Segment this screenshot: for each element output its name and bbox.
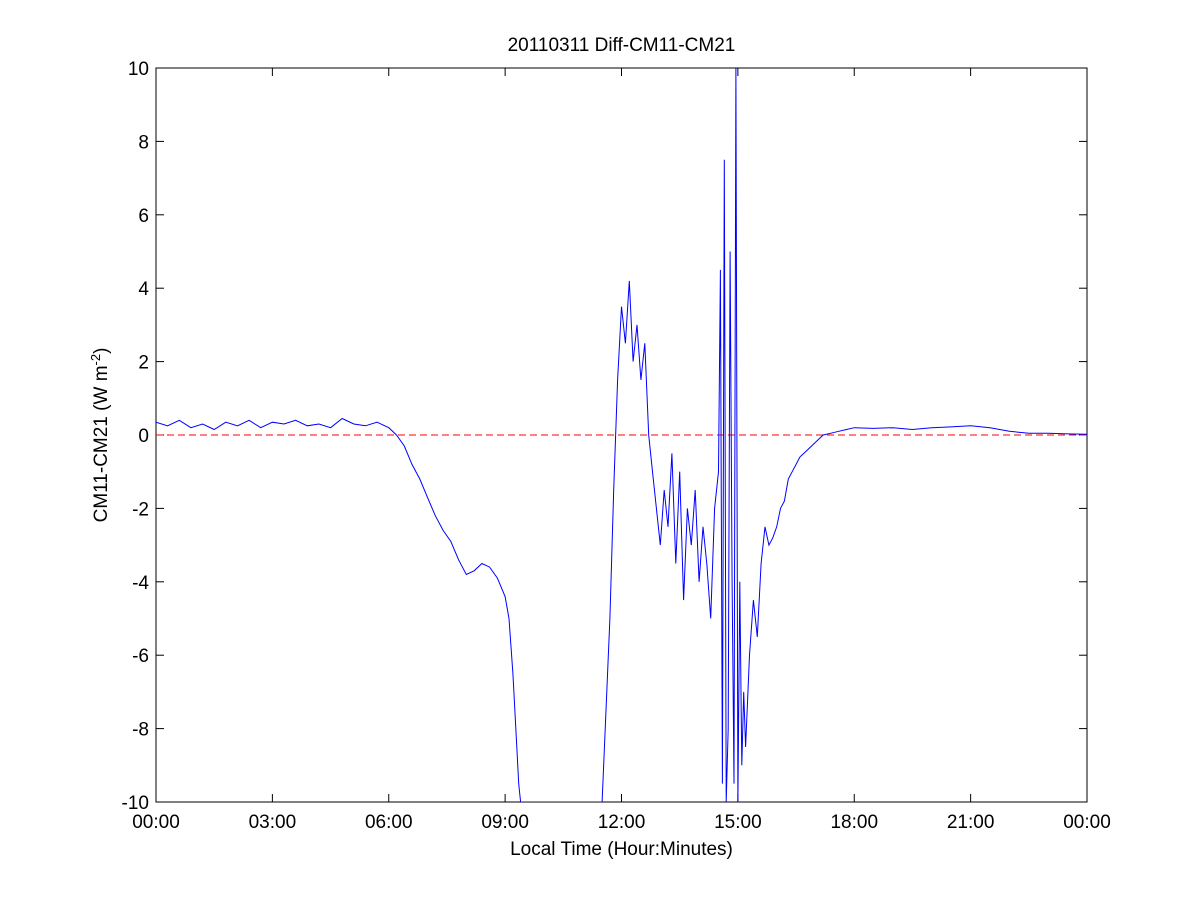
series-line bbox=[156, 68, 1087, 802]
x-tick-label: 03:00 bbox=[249, 812, 297, 833]
y-tick-label: 0 bbox=[138, 426, 149, 447]
x-tick-label: 18:00 bbox=[830, 812, 878, 833]
y-tick-label: 4 bbox=[138, 279, 149, 300]
y-tick-labels: -10 -8 -6 -4 -2 0 2 4 6 8 10 bbox=[122, 59, 150, 814]
x-tick-label: 21:00 bbox=[947, 812, 995, 833]
axis-ticks bbox=[155, 67, 1088, 803]
y-tick-label: -4 bbox=[132, 573, 149, 594]
y-tick-label: 2 bbox=[138, 353, 149, 374]
chart-title: 20110311 Diff-CM11-CM21 bbox=[508, 35, 736, 56]
x-tick-labels: 00:00 03:00 06:00 09:00 12:00 15:00 18:00 21:00… bbox=[132, 812, 1111, 833]
y-tick-label: 6 bbox=[138, 206, 149, 227]
y-axis-label: CM11-CM21 (W m-2) bbox=[88, 348, 113, 523]
y-axis-label-main: CM11-CM21 (W m bbox=[91, 365, 112, 522]
y-tick-label: -10 bbox=[122, 793, 149, 814]
x-tick-label: 12:00 bbox=[598, 812, 646, 833]
y-tick-label: 10 bbox=[128, 59, 149, 80]
y-tick-label: 8 bbox=[138, 132, 149, 153]
y-tick-label: -6 bbox=[132, 646, 149, 667]
x-tick-label: 09:00 bbox=[481, 812, 529, 833]
data-series bbox=[156, 68, 1087, 802]
y-axis-label-superscript: -2 bbox=[88, 354, 103, 366]
x-tick-label: 00:00 bbox=[132, 812, 180, 833]
y-tick-label: -2 bbox=[132, 499, 149, 520]
x-tick-label: 15:00 bbox=[714, 812, 762, 833]
x-axis-label: Local Time (Hour:Minutes) bbox=[510, 839, 733, 860]
x-tick-label: 06:00 bbox=[365, 812, 413, 833]
y-tick-label: -8 bbox=[132, 720, 149, 741]
y-axis-label-close: ) bbox=[91, 348, 112, 354]
x-tick-label: 00:00 bbox=[1063, 812, 1111, 833]
